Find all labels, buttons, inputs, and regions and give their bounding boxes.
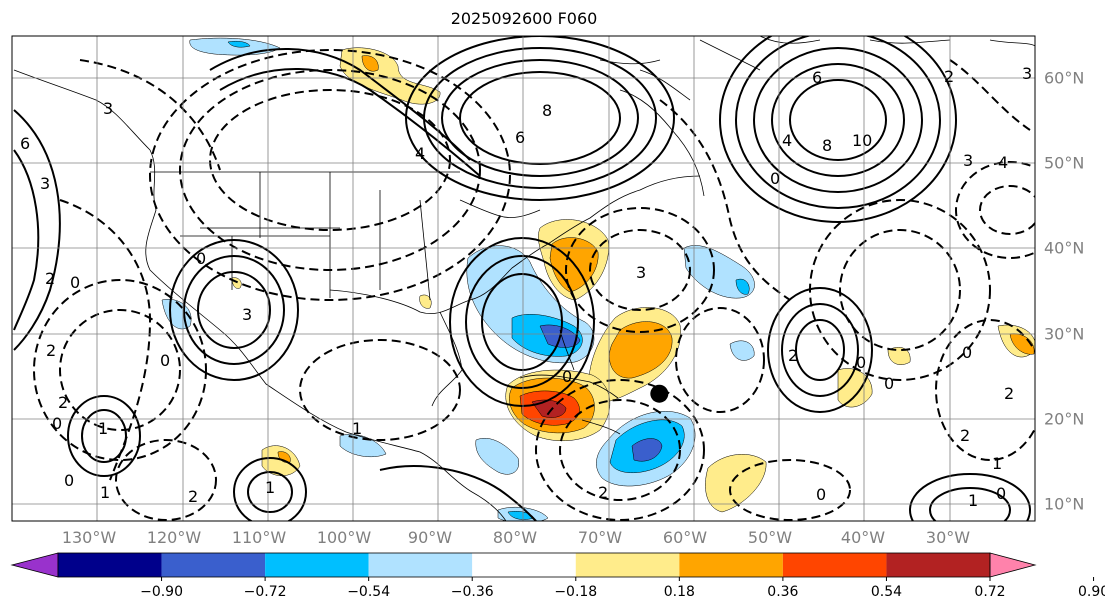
contour-label: 2 [788,346,798,365]
colorbar-extend-low [10,552,59,578]
colorbar-tick-label: 0.36 [767,584,799,600]
contour-label: 0 [196,249,206,268]
contour-label: 2 [188,487,198,506]
lon-label: 130°W [61,528,117,547]
solid-contours [13,36,1031,521]
lon-label: 60°W [662,528,708,547]
contour-label: 0 [770,169,780,188]
colorbar-tick-label: −0.18 [554,584,598,600]
colorbar-segment [368,553,473,577]
contour-label: 8 [822,136,832,155]
contour-label: 4 [998,153,1008,172]
contour-label: 2 [58,393,68,412]
contour-label: 6 [20,134,30,153]
contour-label: 3 [636,263,646,282]
shaded-anomaly-fields [161,37,1035,521]
contour-label: 1 [352,419,362,438]
lon-label: 110°W [231,528,287,547]
colorbar-tick-label: −0.90 [140,584,183,600]
contour-label: 4 [415,144,425,163]
lat-label: 20°N [1044,409,1085,429]
colorbar-tick-label: −0.72 [243,584,287,600]
lat-label: 40°N [1044,238,1085,258]
contour-label: 1 [100,483,110,502]
lat-label: 10°N [1044,494,1085,514]
contour-label: 0 [816,485,826,504]
contour-label: 3 [40,174,50,193]
contour-label: 2 [960,426,970,445]
contour-label: 3 [963,151,973,170]
colorbar-tick-label: 0.90 [1077,584,1105,600]
colorbar-extend-high [989,552,1037,578]
contour-label: 0 [70,273,80,292]
contour-label: 2 [1004,384,1014,403]
contour-label: 1 [992,454,1002,473]
lon-label: 50°W [747,528,793,547]
contour-label: 3 [1022,64,1032,83]
lon-label: 100°W [316,528,372,547]
colorbar-segment [58,553,162,577]
lon-label: 70°W [577,528,623,547]
contour-label: 2 [45,269,55,288]
contour-label: 2 [944,67,954,86]
contour-label: 0 [856,353,866,372]
contour-label: 6 [515,128,525,147]
lon-label: 120°W [146,528,202,547]
colorbar-tick-label: 0.72 [974,584,1006,600]
colorbar-segment [472,553,576,577]
contour-label: 0 [52,414,62,433]
colorbar-tick-label: 0.18 [663,584,695,600]
contour-label: 0 [996,484,1006,503]
colorbar-frame [57,552,991,578]
contour-label: 2 [46,341,56,360]
contour-label: 1 [98,419,108,438]
contour-label: 3 [242,305,252,324]
map-title: 2025092600 F060 [450,9,598,28]
colorbar-segment [265,553,369,577]
lat-label: 50°N [1044,153,1085,173]
contour-label: 1 [265,478,275,497]
map-frame [11,35,1036,522]
dashed-contours [33,49,1035,521]
colorbar-segment [886,553,990,577]
lon-label: 80°W [492,528,538,547]
contour-label: 2 [598,483,608,502]
contour-label: 0 [884,374,894,393]
colorbar-tick-label: 0.54 [870,584,903,600]
contour-label: 3 [103,99,113,118]
contour-label: 8 [542,101,552,120]
lat-label: 60°N [1044,68,1085,88]
contour-label: 10 [852,131,872,150]
colorbar [10,552,1095,581]
contour-label: 1 [968,491,978,510]
contour-label: 6 [812,68,822,87]
contour-label: 0 [962,343,972,362]
lon-label: 40°W [840,528,886,547]
contour-label: 0 [160,351,170,370]
storm-center-marker [650,384,669,403]
lon-label: 30°W [925,528,971,547]
colorbar-segment [782,553,887,577]
colorbar-segment [575,553,680,577]
colorbar-segment [161,553,266,577]
lat-lon-grid [12,36,1035,521]
contour-label: 4 [782,131,792,150]
lat-label: 30°N [1044,324,1085,344]
colorbar-tick-label: −0.36 [450,584,494,600]
colorbar-segment [679,553,783,577]
contour-label: 0 [562,367,572,386]
lon-label: 90°W [407,528,453,547]
contour-label: 0 [64,471,74,490]
colorbar-tick-label: −0.54 [347,584,391,600]
